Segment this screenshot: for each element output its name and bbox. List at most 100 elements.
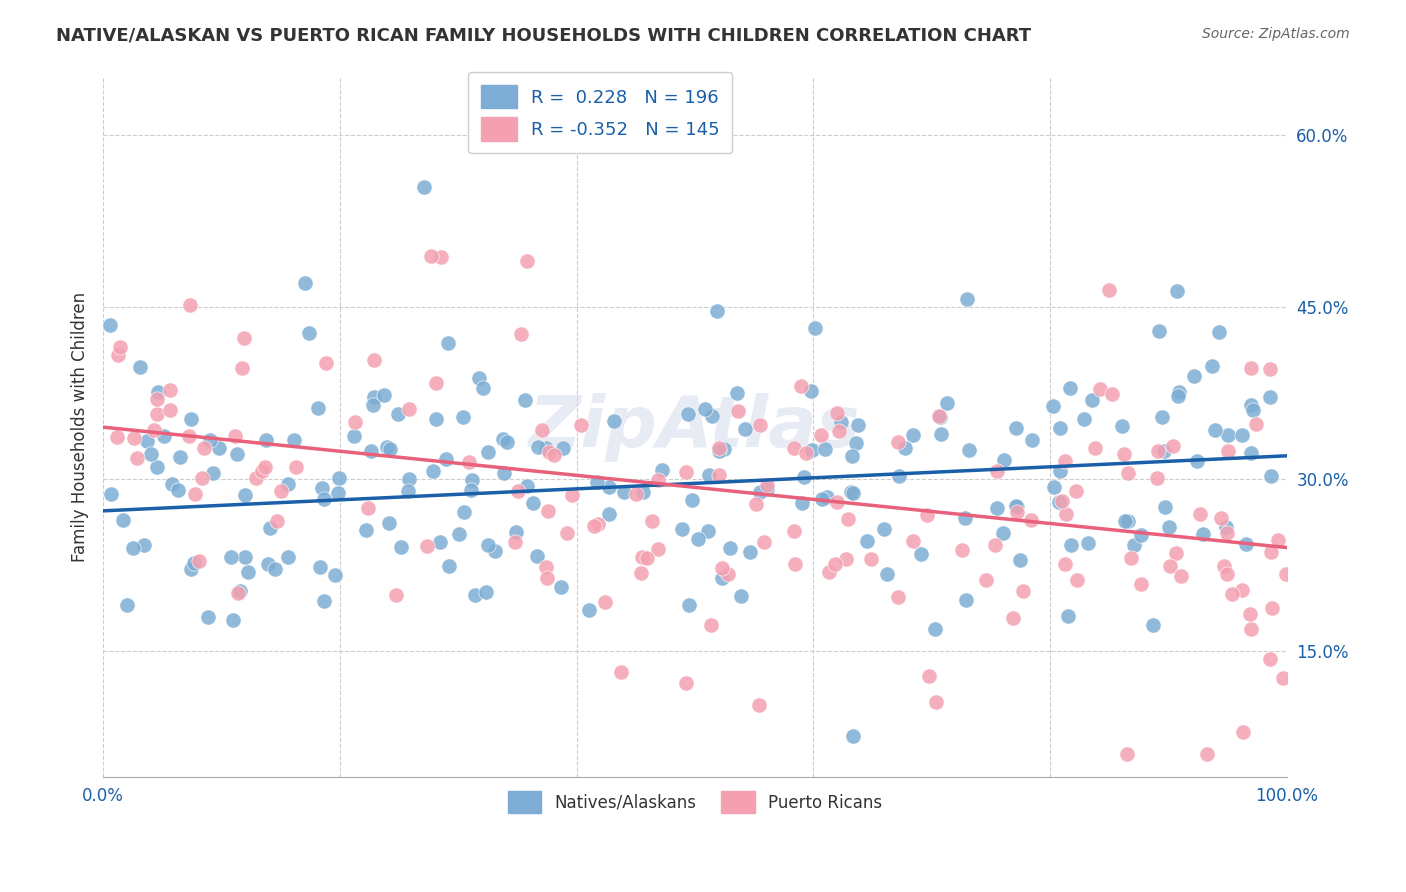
Puerto Ricans (363, 352, 385, 367)
Natives/Alaskans (740, 545, 762, 559)
Puerto Ricans (887, 590, 910, 604)
Natives/Alaskans (876, 567, 898, 582)
Puerto Ricans (1054, 507, 1077, 521)
Natives/Alaskans (993, 452, 1015, 467)
Natives/Alaskans (1077, 536, 1099, 550)
Natives/Alaskans (1005, 500, 1028, 514)
Puerto Ricans (1119, 551, 1142, 566)
Natives/Alaskans (360, 443, 382, 458)
Puerto Ricans (727, 403, 749, 417)
Puerto Ricans (1239, 607, 1261, 621)
Natives/Alaskans (1215, 520, 1237, 534)
Y-axis label: Family Households with Children: Family Households with Children (72, 292, 89, 562)
Natives/Alaskans (429, 535, 451, 549)
Natives/Alaskans (718, 541, 741, 555)
Puerto Ricans (1216, 443, 1239, 458)
Natives/Alaskans (298, 326, 321, 341)
Puerto Ricans (1188, 507, 1211, 521)
Natives/Alaskans (236, 565, 259, 579)
Puerto Ricans (1066, 573, 1088, 587)
Natives/Alaskans (425, 412, 447, 426)
Puerto Ricans (184, 487, 207, 501)
Natives/Alaskans (307, 401, 329, 415)
Natives/Alaskans (815, 490, 838, 504)
Natives/Alaskans (378, 516, 401, 531)
Puerto Ricans (1159, 558, 1181, 573)
Puerto Ricans (593, 594, 616, 608)
Puerto Ricans (1019, 513, 1042, 527)
Natives/Alaskans (1239, 446, 1261, 460)
Puerto Ricans (430, 251, 453, 265)
Puerto Ricans (1005, 505, 1028, 519)
Puerto Ricans (1260, 545, 1282, 559)
Natives/Alaskans (477, 538, 499, 552)
Natives/Alaskans (756, 482, 779, 496)
Natives/Alaskans (686, 532, 709, 546)
Puerto Ricans (145, 392, 167, 406)
Puerto Ricans (586, 517, 609, 532)
Natives/Alaskans (1208, 325, 1230, 339)
Puerto Ricans (1161, 439, 1184, 453)
Natives/Alaskans (1234, 536, 1257, 550)
Puerto Ricans (105, 430, 128, 444)
Natives/Alaskans (681, 493, 703, 508)
Natives/Alaskans (146, 384, 169, 399)
Natives/Alaskans (363, 390, 385, 404)
Puerto Ricans (344, 415, 367, 429)
Natives/Alaskans (678, 598, 700, 612)
Puerto Ricans (188, 554, 211, 568)
Natives/Alaskans (1021, 434, 1043, 448)
Puerto Ricans (127, 451, 149, 466)
Natives/Alaskans (378, 442, 401, 456)
Natives/Alaskans (1204, 424, 1226, 438)
Natives/Alaskans (1130, 527, 1153, 541)
Natives/Alaskans (398, 472, 420, 486)
Natives/Alaskans (1258, 390, 1281, 404)
Natives/Alaskans (197, 609, 219, 624)
Natives/Alaskans (845, 436, 868, 450)
Natives/Alaskans (312, 593, 335, 607)
Puerto Ricans (837, 512, 859, 526)
Puerto Ricans (1211, 511, 1233, 525)
Natives/Alaskans (536, 442, 558, 456)
Puerto Ricans (675, 465, 697, 479)
Puerto Ricans (398, 402, 420, 417)
Natives/Alaskans (1152, 409, 1174, 424)
Puerto Ricans (887, 434, 910, 449)
Puerto Ricans (557, 525, 579, 540)
Natives/Alaskans (98, 318, 121, 332)
Natives/Alaskans (257, 557, 280, 571)
Natives/Alaskans (132, 538, 155, 552)
Puerto Ricans (983, 538, 1005, 552)
Puerto Ricans (986, 464, 1008, 478)
Natives/Alaskans (706, 304, 728, 318)
Puerto Ricans (1232, 724, 1254, 739)
Natives/Alaskans (550, 580, 572, 594)
Puerto Ricans (810, 427, 832, 442)
Puerto Ricans (1011, 583, 1033, 598)
Natives/Alaskans (183, 557, 205, 571)
Natives/Alaskans (1157, 520, 1180, 534)
Natives/Alaskans (613, 485, 636, 500)
Natives/Alaskans (1042, 399, 1064, 413)
Natives/Alaskans (1230, 428, 1253, 442)
Natives/Alaskans (222, 613, 245, 627)
Natives/Alaskans (651, 463, 673, 477)
Natives/Alaskans (167, 483, 190, 497)
Puerto Ricans (1088, 382, 1111, 396)
Puerto Ricans (1258, 362, 1281, 376)
Natives/Alaskans (887, 468, 910, 483)
Natives/Alaskans (328, 470, 350, 484)
Natives/Alaskans (841, 485, 863, 500)
Puerto Ricans (925, 695, 948, 709)
Puerto Ricans (193, 441, 215, 455)
Puerto Ricans (717, 567, 740, 582)
Natives/Alaskans (422, 464, 444, 478)
Puerto Ricans (626, 487, 648, 501)
Natives/Alaskans (929, 426, 952, 441)
Puerto Ricans (159, 383, 181, 397)
Natives/Alaskans (312, 491, 335, 506)
Puerto Ricans (630, 566, 652, 581)
Natives/Alaskans (259, 521, 281, 535)
Puerto Ricans (1112, 447, 1135, 461)
